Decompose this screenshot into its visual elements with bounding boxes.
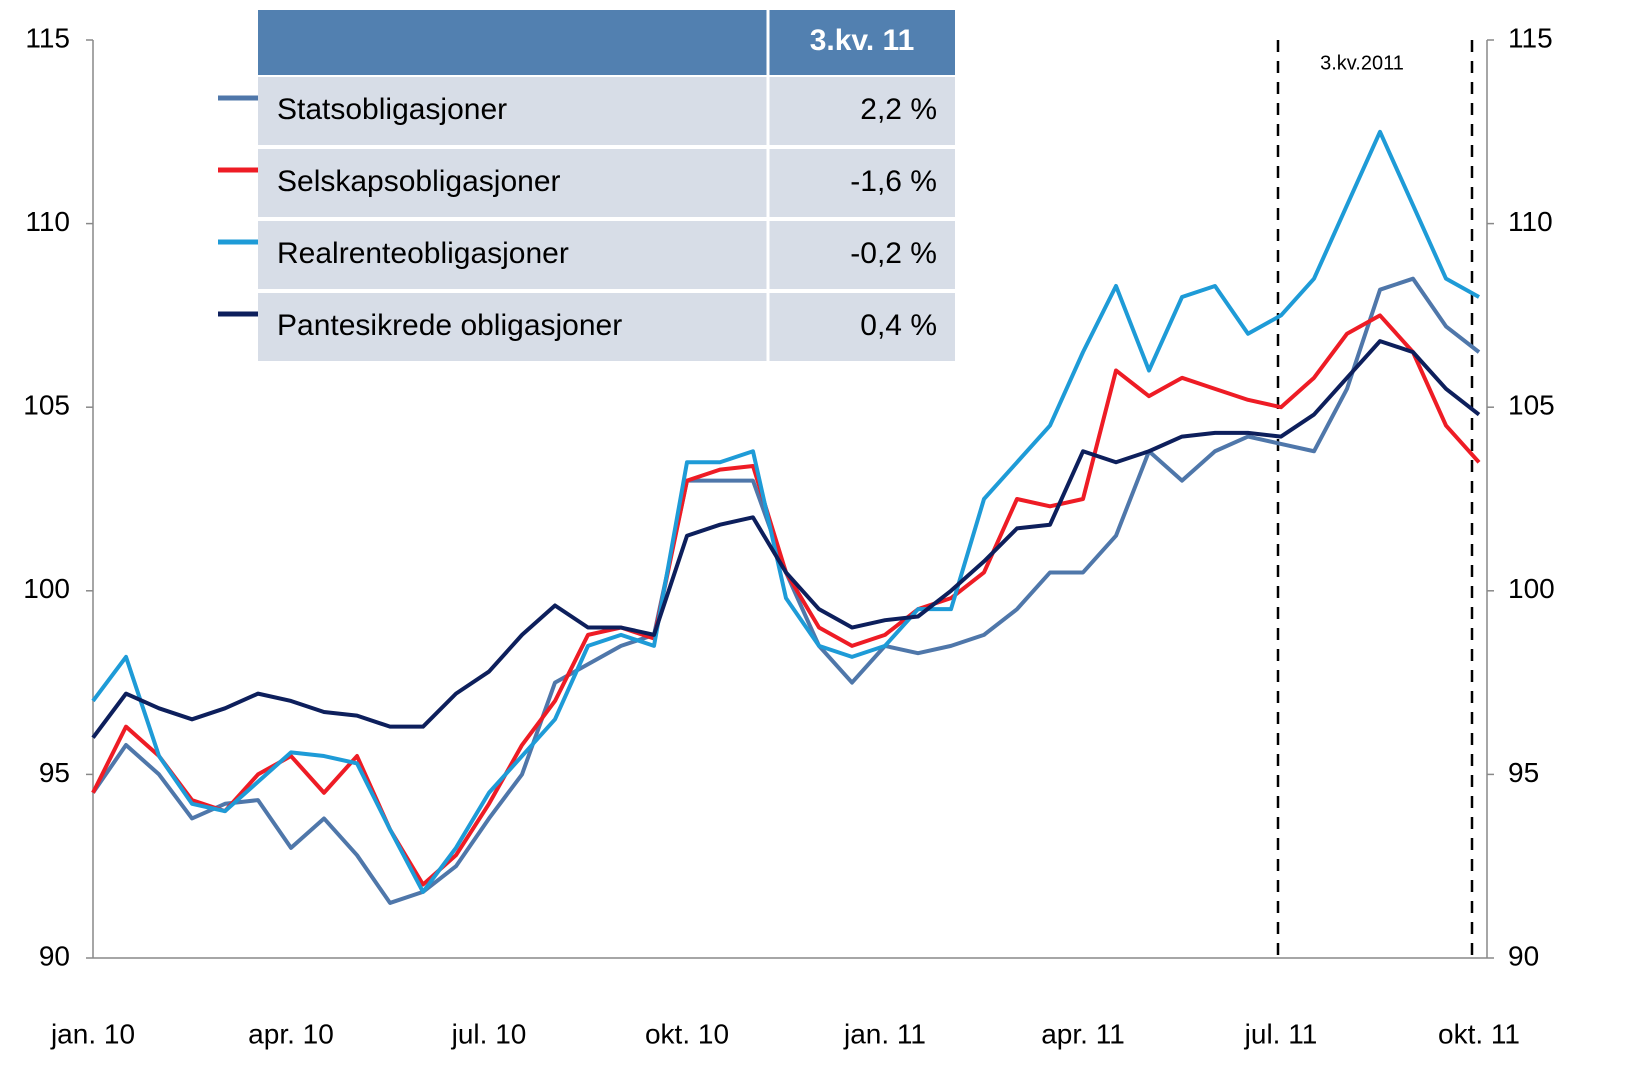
table-row	[258, 221, 955, 289]
y-tick-label: 110	[25, 206, 70, 237]
y2-tick-label: 100	[1508, 573, 1555, 604]
y2-tick-label: 110	[1508, 206, 1553, 237]
y-tick-label: 105	[23, 390, 70, 421]
y2-tick-label: 90	[1508, 940, 1539, 971]
annotation: 3.kv.2011	[1320, 52, 1404, 74]
x-tick-label: apr. 11	[1041, 1018, 1125, 1049]
x-tick-label: jul. 10	[451, 1018, 527, 1049]
y-tick-label: 115	[25, 22, 70, 53]
x-tick-label: jan. 11	[843, 1018, 926, 1049]
series-line	[91, 129, 1480, 894]
legend-label: Selskapsobligasjoner	[277, 165, 561, 198]
legend-label: Pantesikrede obligasjoner	[277, 309, 622, 342]
table-row	[258, 149, 955, 217]
table-row	[258, 293, 955, 361]
x-tick-label: jan. 10	[50, 1018, 135, 1049]
table-value: -1,6 %	[850, 165, 937, 198]
y2-tick-label: 115	[1508, 22, 1553, 53]
y-tick-label: 90	[39, 940, 70, 971]
table-row	[258, 77, 955, 145]
table-header	[258, 10, 955, 75]
x-tick-label: apr. 10	[248, 1018, 334, 1049]
table-value: 2,2 %	[860, 93, 937, 126]
x-tick-label: jul. 11	[1244, 1018, 1318, 1049]
table-value: -0,2 %	[850, 237, 937, 270]
legend-label: Realrenteobligasjoner	[277, 237, 569, 270]
x-tick-label: okt. 10	[645, 1018, 729, 1049]
table-value: 0,4 %	[860, 309, 937, 342]
x-tick-label: okt. 11	[1438, 1018, 1520, 1049]
y-tick-label: 95	[39, 757, 70, 788]
legend-label: Statsobligasjoner	[277, 93, 507, 126]
table-header-text: 3.kv. 11	[810, 24, 915, 57]
y2-tick-label: 105	[1508, 390, 1555, 421]
y2-tick-label: 95	[1508, 757, 1539, 788]
series-line	[91, 339, 1481, 739]
y-tick-label: 100	[23, 573, 70, 604]
